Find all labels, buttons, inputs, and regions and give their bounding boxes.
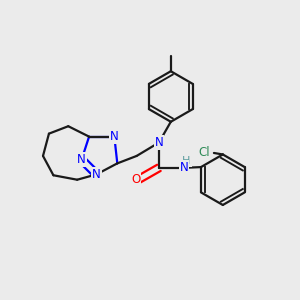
Text: N: N [77,153,86,166]
Text: O: O [131,173,140,186]
Text: H: H [182,156,191,166]
Text: N: N [92,168,101,181]
Text: N: N [180,161,189,174]
Text: N: N [110,130,119,143]
Text: Cl: Cl [199,146,210,160]
Text: N: N [154,136,163,149]
